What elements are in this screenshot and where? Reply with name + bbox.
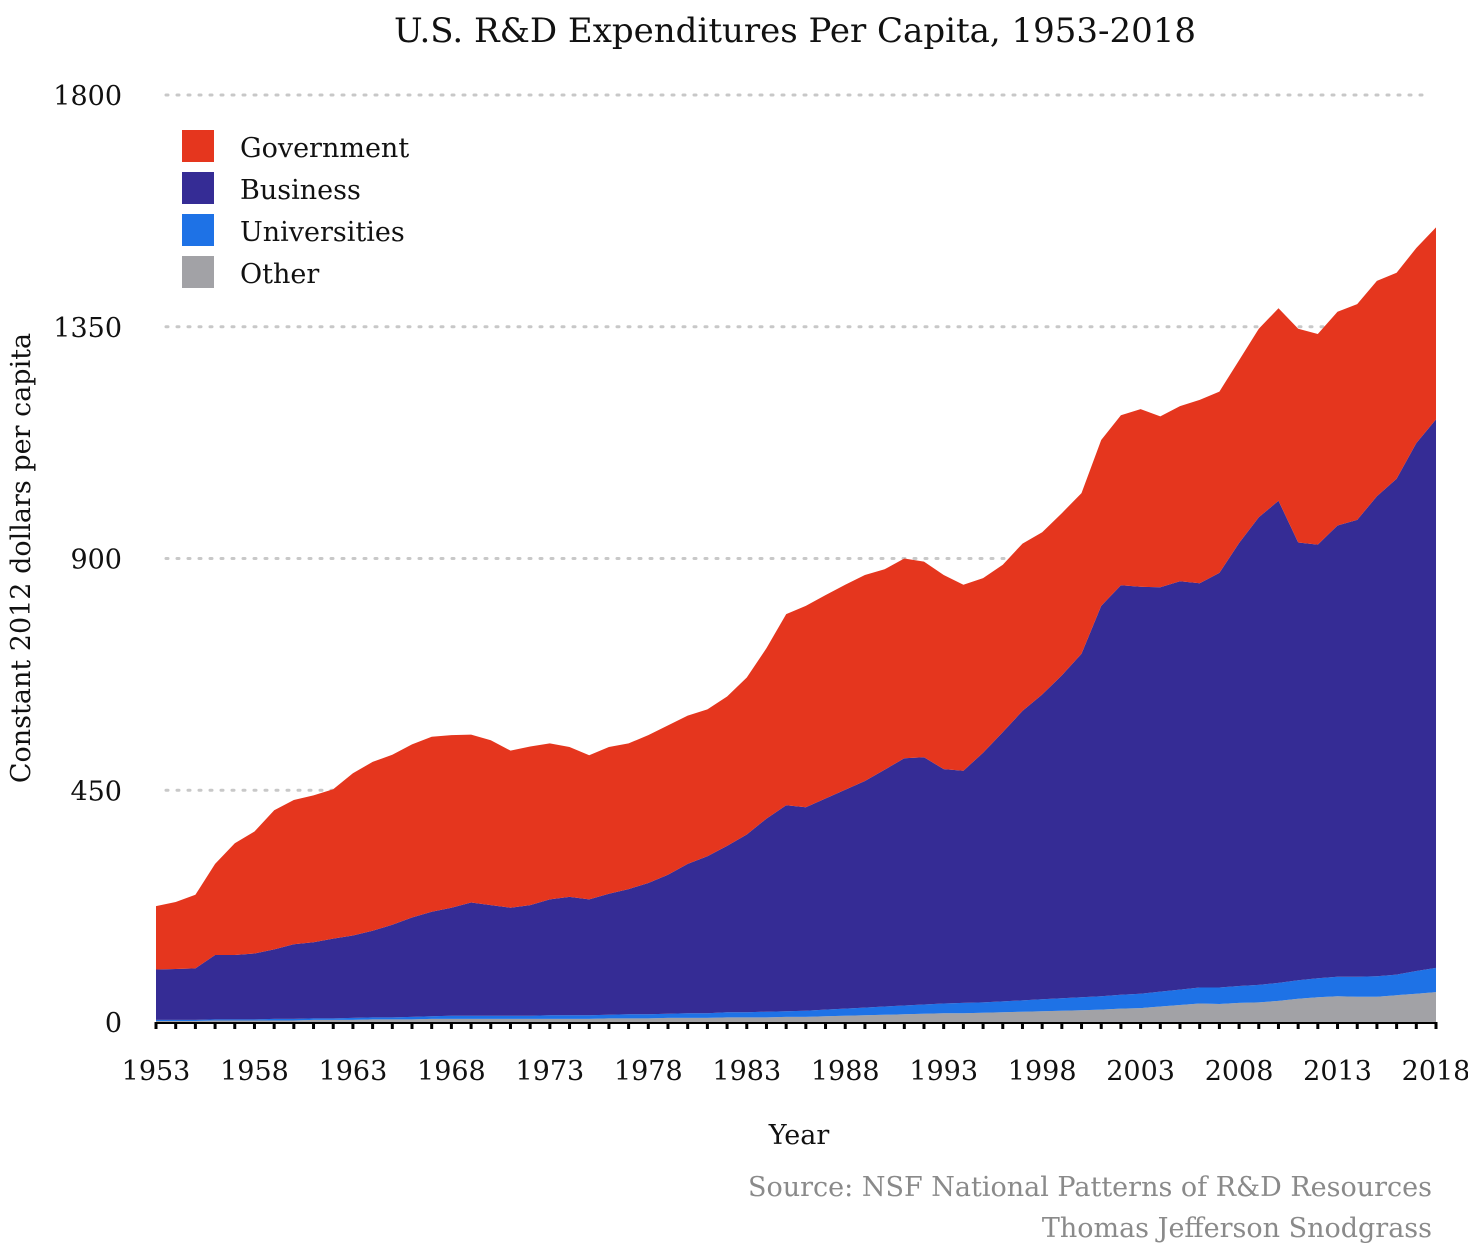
x-tick-label: 1963 (319, 1056, 388, 1087)
y-tick-label: 1350 (53, 313, 122, 344)
x-tick-label: 1998 (1008, 1056, 1077, 1087)
area-other (156, 992, 1436, 1022)
source-line: Source: NSF National Patterns of R&D Res… (748, 1172, 1432, 1203)
legend-swatch-universities (182, 214, 214, 246)
legend-label-universities: Universities (240, 217, 405, 248)
x-tick-label: 2003 (1106, 1056, 1175, 1087)
chart-title: U.S. R&D Expenditures Per Capita, 1953-2… (394, 11, 1196, 51)
legend-label-government: Government (240, 133, 409, 164)
x-tick-label: 1993 (909, 1056, 978, 1087)
x-tick-label: 1978 (614, 1056, 683, 1087)
area-business (156, 419, 1436, 1020)
y-tick-label: 900 (70, 545, 122, 576)
author-line: Thomas Jefferson Snodgrass (1042, 1213, 1432, 1244)
x-axis-label: Year (768, 1120, 830, 1151)
x-tick-label: 1953 (122, 1056, 191, 1087)
area-government (156, 227, 1436, 970)
legend-label-other: Other (240, 259, 319, 290)
x-tick-label: 1973 (515, 1056, 584, 1087)
y-tick-label: 1800 (53, 81, 122, 112)
x-axis-ticks: 1953 1958 1963 1968 1973 1978 1983 1988 1993 1998… (122, 1056, 1468, 1087)
stacked-areas (156, 227, 1436, 1022)
legend-swatch-other (182, 256, 214, 288)
area-universities (156, 967, 1436, 1021)
legend: Government Business Universities Other (182, 130, 409, 290)
x-tick-label: 1968 (417, 1056, 486, 1087)
y-tick-label: 0 (105, 1008, 122, 1039)
x-tick-label: 1983 (712, 1056, 781, 1087)
y-tick-label: 450 (70, 776, 122, 807)
legend-swatch-business (182, 172, 214, 204)
x-tick-label: 2018 (1402, 1056, 1468, 1087)
legend-swatch-government (182, 130, 214, 162)
x-tick-label: 1958 (220, 1056, 289, 1087)
x-tick-label: 1988 (811, 1056, 880, 1087)
legend-label-business: Business (240, 175, 361, 206)
x-tick-label: 2013 (1303, 1056, 1372, 1087)
y-axis-ticks: 0 450 900 1350 1800 (53, 81, 122, 1039)
y-axis-label: Constant 2012 dollars per capita (6, 333, 37, 783)
x-axis (154, 1022, 1438, 1029)
x-tick-label: 2008 (1205, 1056, 1274, 1087)
